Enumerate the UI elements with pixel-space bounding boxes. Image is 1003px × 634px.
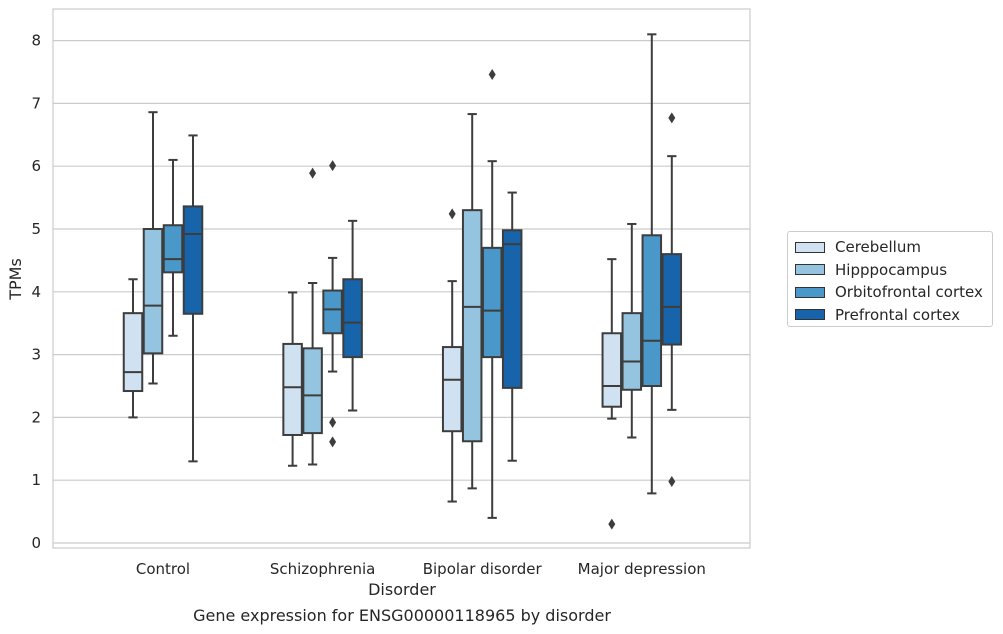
legend-label: Hipppocampus (835, 260, 948, 279)
y-tick-label: 2 (31, 408, 41, 426)
iqr-box (182, 205, 204, 315)
x-axis-label: Disorder (368, 580, 436, 599)
legend-swatch (795, 241, 825, 253)
iqr-box (162, 224, 184, 274)
legend-label: Cerebellum (835, 238, 921, 257)
y-tick-label: 0 (31, 534, 41, 552)
box-cerebellum (601, 258, 623, 530)
iqr-box (122, 312, 144, 393)
iqr-box (342, 278, 363, 359)
box-cerebellum (441, 208, 463, 503)
outlier-point (668, 112, 676, 124)
chart-caption: Gene expression for ENSG00000118965 by d… (193, 606, 611, 625)
outlier-point (608, 518, 616, 530)
iqr-box (282, 342, 303, 436)
axis-layer: 0 1 2 3 4 5 6 7 8 Control Schizophrenia Bipolar dis… (31, 32, 705, 578)
y-tick-label: 7 (31, 94, 41, 112)
box-cerebellum (282, 291, 303, 467)
y-tick-label: 6 (31, 157, 41, 175)
box-prefrontal-cortex (501, 191, 523, 462)
outlier-point (668, 475, 676, 487)
x-tick-label: Major depression (578, 560, 706, 578)
y-tick-label: 1 (31, 471, 41, 489)
box-cerebellum (122, 278, 144, 419)
iqr-box (501, 229, 523, 389)
box-orbitofrontal-cortex (481, 69, 503, 519)
legend-swatch (795, 264, 825, 276)
legend-swatch (795, 286, 825, 298)
iqr-box (641, 234, 663, 387)
x-tick-label: Bipolar disorder (423, 560, 543, 578)
box-prefrontal-cortex (661, 112, 683, 487)
outlier-point (488, 69, 496, 81)
box-orbitofrontal-cortex (322, 160, 343, 448)
iqr-box (461, 209, 483, 443)
legend-item: Cerebellum (792, 236, 992, 259)
legend-item: Prefrontal cortex (792, 304, 992, 327)
box-hipppocampus (461, 113, 483, 490)
iqr-box (621, 312, 643, 391)
iqr-box (601, 332, 623, 408)
box-orbitofrontal-cortex (162, 158, 184, 337)
outlier-point (309, 167, 317, 179)
iqr-box (322, 289, 343, 335)
outlier-point (329, 436, 337, 448)
y-tick-label: 4 (31, 283, 41, 301)
iqr-box (481, 246, 503, 359)
y-tick-label: 5 (31, 220, 41, 238)
iqr-box (302, 347, 323, 435)
outlier-point (329, 416, 337, 428)
plot-frame (52, 8, 751, 549)
outlier-point (329, 160, 337, 172)
legend: Cerebellum Hipppocampus Orbitofrontal cort… (787, 231, 993, 327)
x-tick-label: Schizophrenia (270, 560, 375, 578)
legend-swatch (795, 309, 825, 321)
y-axis-label: TPMs (6, 258, 25, 301)
iqr-box (142, 228, 164, 355)
y-tick-label: 3 (31, 346, 41, 364)
box-orbitofrontal-cortex (641, 33, 663, 495)
legend-item: Hipppocampus (792, 259, 992, 282)
iqr-box (441, 346, 463, 433)
legend-item: Orbitofrontal cortex (792, 281, 992, 304)
x-tick-label: Control (136, 560, 190, 578)
box-layer (122, 33, 683, 530)
y-tick-label: 8 (31, 32, 41, 50)
box-hipppocampus (302, 167, 323, 466)
box-hipppocampus (142, 111, 164, 385)
outlier-point (448, 208, 456, 220)
iqr-box (661, 253, 683, 346)
legend-label: Orbitofrontal cortex (835, 283, 983, 302)
box-prefrontal-cortex (342, 219, 363, 412)
box-prefrontal-cortex (182, 134, 204, 463)
legend-label: Prefrontal cortex (835, 305, 960, 324)
box-hipppocampus (621, 222, 643, 439)
